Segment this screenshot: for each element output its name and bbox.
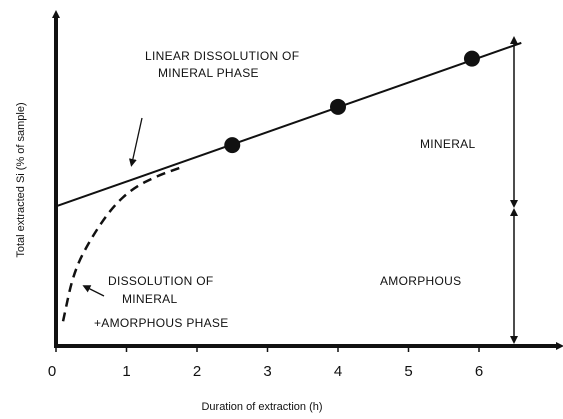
data-point — [224, 137, 241, 154]
x-tick-label: 5 — [404, 363, 412, 380]
annotation-dissolution-pointer — [82, 285, 105, 297]
x-axis-title: Duration of extraction (h) — [201, 401, 322, 413]
x-tick-label: 3 — [263, 363, 271, 380]
annotation-dissolution-line2: MINERAL — [122, 292, 177, 306]
data-point — [463, 50, 480, 67]
annotation-dissolution-line3: +AMORPHOUS PHASE — [94, 316, 229, 330]
solid-line-series — [55, 41, 522, 208]
series-layer — [55, 41, 522, 322]
data-point — [330, 98, 346, 115]
x-tick-group: 0 1 2 3 4 5 6 — [48, 346, 483, 380]
points-layer — [224, 50, 480, 154]
annotation-amorphous: AMORPHOUS — [380, 274, 461, 288]
annotation-dissolution-line1: DISSOLUTION OF — [108, 274, 214, 288]
dashed-curve-series — [61, 165, 184, 322]
x-tick-label: 1 — [122, 363, 130, 380]
annotation-linear-pointer — [128, 117, 143, 167]
x-tick-label: 6 — [475, 363, 483, 380]
annotation-mineral: MINERAL — [420, 137, 475, 151]
annotation-linear-line1: LINEAR DISSOLUTION OF — [145, 49, 299, 63]
x-tick-label: 2 — [193, 363, 201, 380]
y-axis-title: Total extracted Si (% of sample) — [15, 102, 27, 257]
annotation-linear-line2: MINERAL PHASE — [158, 66, 259, 80]
x-tick-label: 4 — [334, 363, 342, 380]
x-tick-label: 0 — [48, 363, 56, 380]
